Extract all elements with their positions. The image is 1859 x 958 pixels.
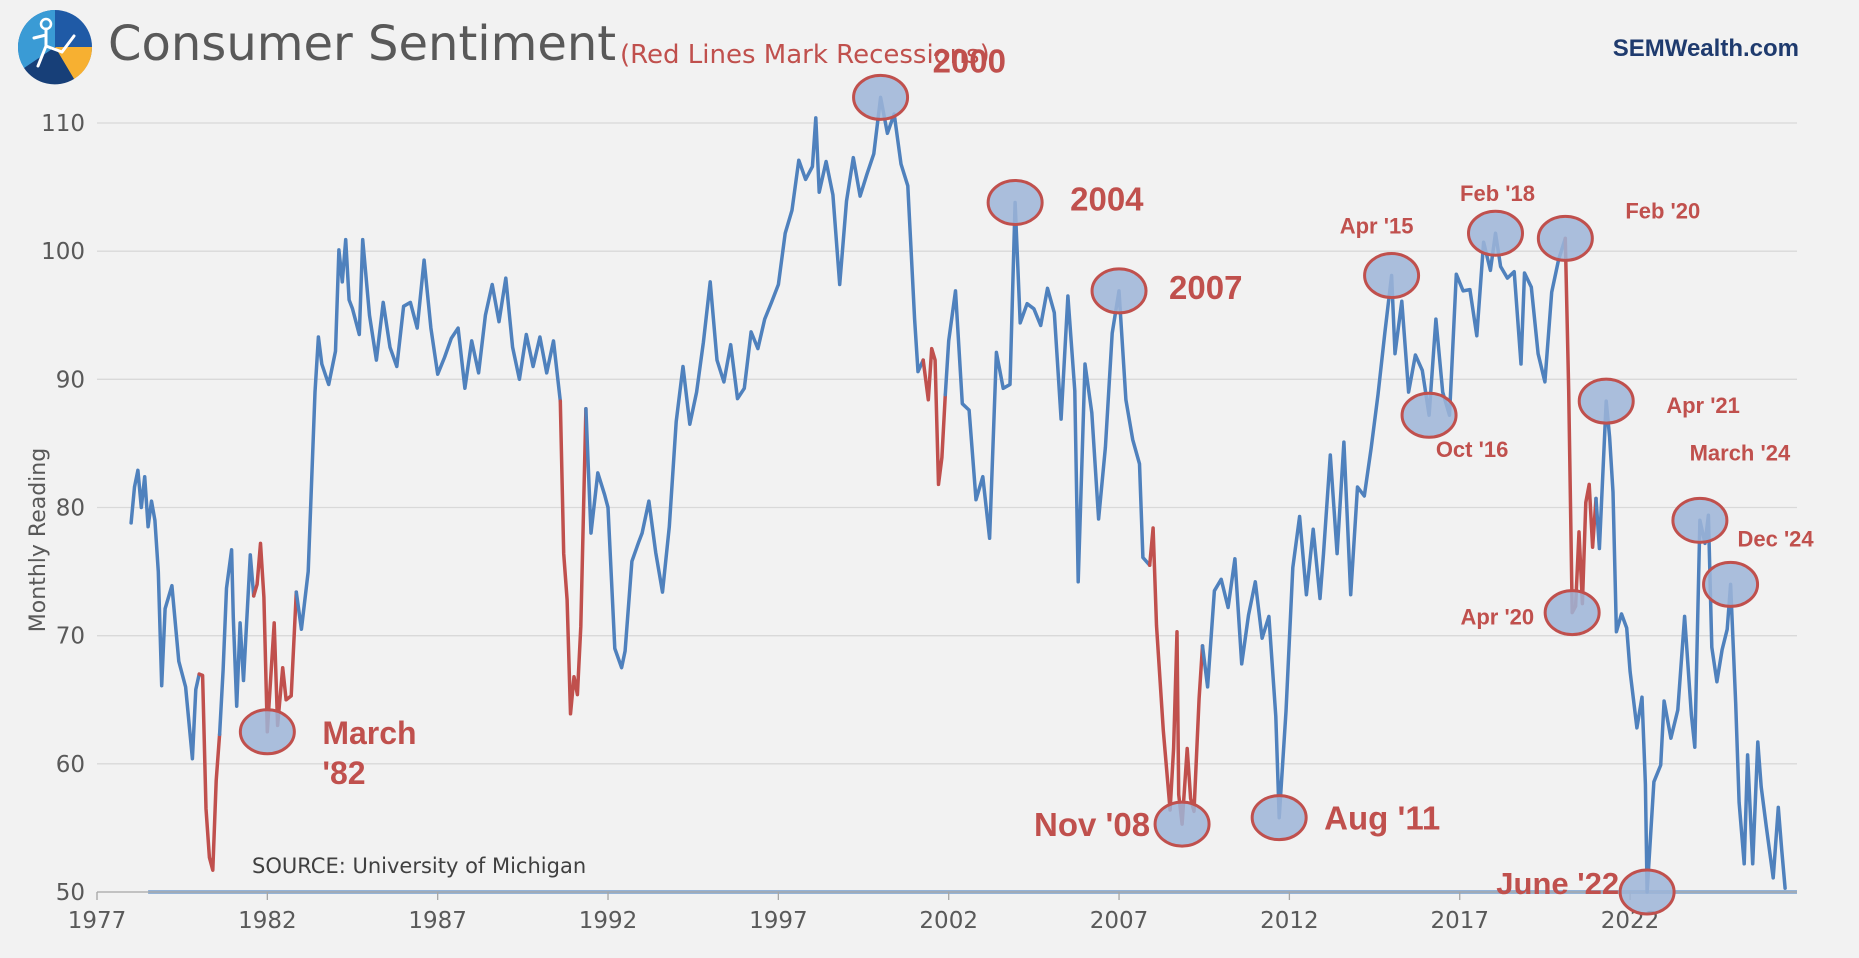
y-tick-label: 70 [56, 624, 85, 650]
annotation-circle [1090, 267, 1148, 315]
x-tick-label: 1982 [238, 908, 297, 934]
annotation-label: 2007 [1169, 269, 1242, 306]
recession-line-segment [1563, 236, 1598, 615]
annotation-label: 2000 [933, 42, 1006, 79]
x-tick-label: 1987 [408, 908, 467, 934]
annotation-circle [1671, 496, 1729, 544]
gridlines [97, 122, 1797, 765]
recession-line-segment [1147, 526, 1205, 826]
sentiment-line-segment [1200, 231, 1568, 820]
y-tick-label: 50 [56, 880, 85, 906]
y-tick-label: 80 [56, 496, 85, 522]
sentiment-line-segment [1594, 399, 1787, 894]
sentiment-line-segment [943, 200, 1152, 584]
semwealth-logo-icon [17, 10, 93, 85]
x-tick-label: 2007 [1090, 908, 1149, 934]
annotation-label: Dec '24 [1737, 526, 1814, 551]
recession-line-segment [558, 399, 588, 716]
sentiment-line-segment [294, 237, 563, 632]
series-lines [129, 95, 1787, 894]
annotation-label: 2004 [1070, 180, 1144, 217]
brand-link[interactable]: SEMWealth.com [1612, 35, 1799, 62]
annotation-circle [1577, 377, 1635, 425]
recession-line-segment [921, 346, 948, 487]
annotation-label: Apr '21 [1666, 393, 1740, 418]
annotation-circle [1363, 252, 1421, 300]
annotation-circle [1250, 794, 1308, 842]
x-tick-label: 2002 [919, 908, 978, 934]
chart-title: Consumer Sentiment [108, 16, 617, 72]
x-tick-label: 2012 [1260, 908, 1319, 934]
axis-ticks: 50 60 70 80 90 100 110 1977 1982 1987 1992 1997 2002… [41, 111, 1797, 934]
annotation-label: Apr '15 [1340, 214, 1414, 239]
annotation-circle [986, 178, 1044, 226]
sentiment-line-segment [584, 95, 925, 670]
annotation-label: Apr '20 [1460, 605, 1534, 630]
annotation-circle [1466, 209, 1524, 257]
sentiment-line-segment [129, 468, 201, 761]
annotation-label: Feb '20 [1625, 198, 1700, 223]
x-tick-label: 2017 [1430, 908, 1489, 934]
annotation-circle [1536, 214, 1594, 262]
annotation-label: Nov '08 [1034, 806, 1150, 843]
annotation-circle [852, 73, 910, 121]
x-tick-label: 1977 [68, 908, 127, 934]
sentiment-line-segment [217, 548, 256, 737]
recession-line-segment [251, 541, 299, 734]
annotation-label: June '22 [1496, 866, 1619, 901]
y-tick-label: 100 [41, 239, 85, 265]
annotation-label: March '82 [322, 715, 416, 791]
y-axis-label: Monthly Reading [26, 448, 51, 632]
x-tick-label: 1997 [749, 908, 808, 934]
recession-line-segment [197, 672, 222, 872]
annotation-label: Oct '16 [1436, 437, 1509, 462]
annotation-circle [238, 708, 296, 756]
annotation-circle [1153, 800, 1211, 848]
source-note: SOURCE: University of Michigan [252, 854, 586, 878]
x-tick-label: 1992 [579, 908, 638, 934]
y-tick-label: 90 [56, 367, 85, 393]
annotation-circle [1618, 868, 1676, 916]
annotations: March '82 2000 2004 2007 Nov '08 Aug '11 Apr '1… [238, 42, 1814, 916]
chart-subtitle: (Red Lines Mark Recessions) [620, 40, 990, 70]
annotation-circle [1543, 589, 1601, 637]
y-tick-label: 110 [41, 111, 85, 137]
annotation-circle [1702, 560, 1760, 608]
annotation-circle [1400, 391, 1458, 439]
annotation-label: Feb '18 [1460, 181, 1535, 206]
annotation-label: March '24 [1690, 440, 1791, 465]
annotation-label: Aug '11 [1324, 800, 1440, 837]
y-tick-label: 60 [56, 752, 85, 778]
